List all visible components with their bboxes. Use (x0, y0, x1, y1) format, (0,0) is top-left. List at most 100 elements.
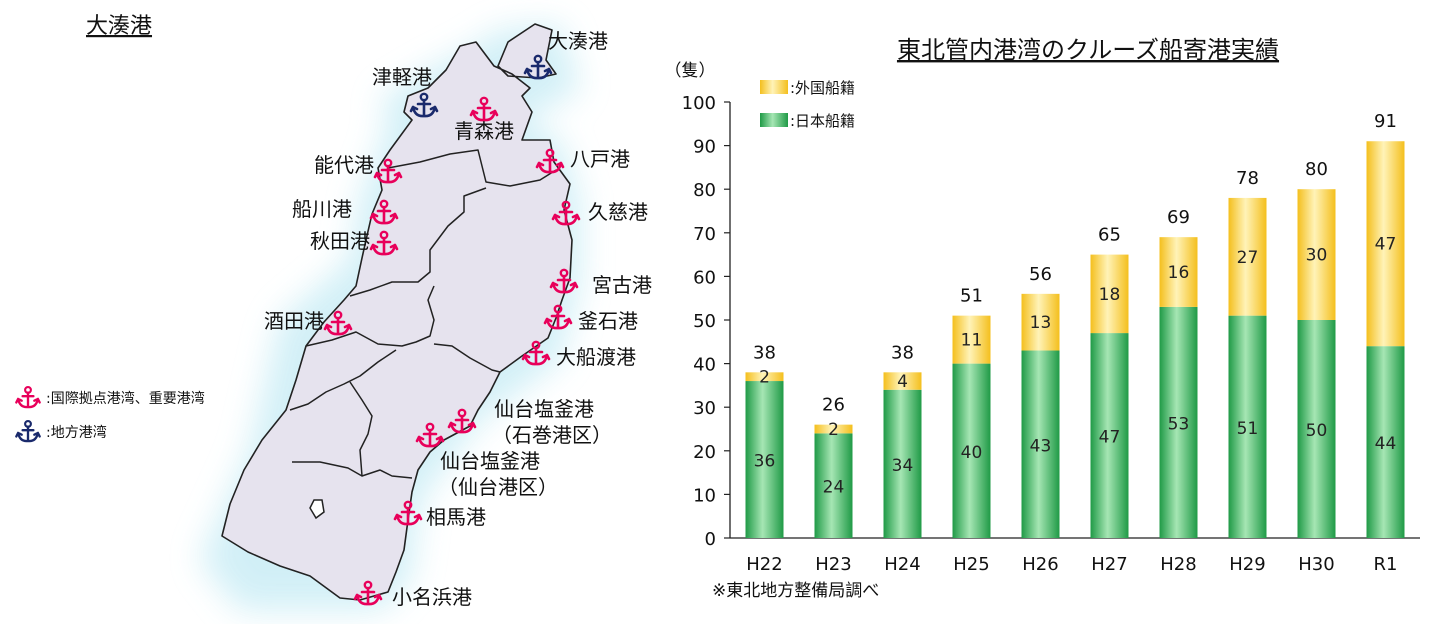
port-marker: 津軽港 (372, 65, 439, 118)
bar-foreign (1021, 293, 1060, 351)
map-legend-label: :地方港湾 (46, 424, 107, 441)
data-label-foreign: 30 (1306, 246, 1328, 266)
bar-foreign (1366, 141, 1405, 347)
data-label-japan: 51 (1237, 419, 1259, 439)
anchor-icon (369, 230, 399, 256)
port-marker: 宮古港 (549, 268, 652, 297)
y-tick-label: 70 (693, 224, 716, 245)
anchor-icon (523, 54, 553, 80)
y-tick-label: 20 (693, 442, 716, 463)
anchor-icon (369, 199, 399, 225)
port-label: 釜石港 (578, 309, 638, 333)
port-label: 酒田港 (264, 309, 324, 333)
data-label-foreign: 4 (897, 372, 908, 392)
port-marker: 釜石港 (543, 304, 638, 333)
data-label-japan: 43 (1030, 436, 1052, 456)
port-marker: 青森港 (454, 96, 514, 143)
data-label-foreign: 18 (1099, 285, 1121, 305)
bar-japan (1297, 320, 1336, 538)
bar-japan (1366, 346, 1405, 538)
x-tick-label: H28 (1160, 554, 1196, 575)
bar-japan (745, 381, 784, 538)
data-label-japan: 24 (823, 478, 845, 498)
map-legend: :国際拠点港湾、重要港湾 :地方港湾 (15, 385, 205, 443)
data-label-foreign: 16 (1168, 263, 1190, 283)
data-label-total: 65 (1098, 225, 1121, 246)
bar-japan (814, 433, 853, 538)
data-label-japan: 53 (1168, 414, 1190, 434)
x-tick-label: H25 (953, 554, 989, 575)
y-tick-label: 60 (693, 267, 716, 288)
y-tick-label: 30 (693, 398, 716, 419)
legend-label: :外国船籍 (790, 79, 855, 97)
legend-label: :日本船籍 (790, 112, 855, 130)
anchor-icon (323, 310, 353, 336)
bar-japan (883, 389, 922, 538)
port-label: 船川港 (292, 197, 352, 221)
chart-legend-item: :外国船籍 (760, 79, 855, 97)
map-legend-item: :国際拠点港湾、重要港湾 (15, 385, 205, 409)
anchor-icon (543, 304, 573, 330)
x-tick-label: H24 (884, 554, 920, 575)
port-label: （仙台港区） (438, 475, 558, 499)
map-legend-item: :地方港湾 (15, 419, 107, 443)
port-label: （石巻港区） (492, 423, 612, 447)
anchor-icon (409, 92, 439, 118)
bar-foreign (1228, 197, 1267, 316)
y-tick-label: 40 (693, 355, 716, 376)
port-marker: 船川港 (292, 197, 399, 225)
legend-swatch (760, 80, 788, 94)
port-label: 大船渡港 (556, 345, 636, 369)
port-marker: 相馬港 (393, 500, 486, 529)
y-tick-label: 0 (705, 529, 716, 550)
bar-foreign (1090, 254, 1129, 334)
bar-japan (1090, 333, 1129, 538)
chart-legend: :外国船籍 :日本船籍 (760, 79, 855, 130)
y-tick-label: 50 (693, 311, 716, 332)
x-tick-label: H22 (746, 554, 782, 575)
port-label: 八戸港 (570, 147, 630, 171)
port-label: 仙台塩釜港 (440, 449, 540, 473)
data-label-total: 78 (1236, 168, 1259, 189)
data-label-japan: 50 (1306, 421, 1328, 441)
port-label: 仙台塩釜港 (494, 397, 594, 421)
port-label: 久慈港 (588, 200, 648, 224)
data-label-foreign: 2 (759, 368, 770, 388)
anchor-icon (15, 385, 41, 409)
data-label-total: 56 (1029, 264, 1052, 285)
anchor-icon (551, 200, 581, 226)
port-marker: 仙台塩釜港 (447, 397, 594, 434)
bar-foreign (1159, 237, 1198, 307)
port-marker: 仙台塩釜港 (415, 422, 540, 473)
legend-swatch (760, 113, 788, 127)
data-label-japan: 40 (961, 443, 983, 463)
x-tick-label: H30 (1298, 554, 1334, 575)
data-label-total: 51 (960, 286, 983, 307)
port-marker: 能代港 (314, 153, 403, 184)
port-marker: （石巻港区） (492, 423, 612, 447)
bar-foreign (1297, 189, 1336, 320)
data-label-total: 69 (1167, 207, 1190, 228)
tohoku-map (200, 23, 580, 610)
x-tick-label: H27 (1091, 554, 1127, 575)
bar-foreign (952, 315, 991, 364)
data-label-foreign: 27 (1237, 248, 1259, 268)
chart-legend-item: :日本船籍 (760, 112, 855, 130)
chart-title: 東北管内港湾のクルーズ船寄港実績 (897, 36, 1279, 64)
anchor-icon (549, 268, 579, 294)
y-axis-unit: （隻） (665, 61, 716, 81)
anchor-icon (373, 158, 403, 184)
anchor-icon (535, 148, 565, 174)
data-label-foreign: 47 (1375, 235, 1397, 255)
anchor-icon (415, 422, 445, 448)
port-marker: 小名浜港 (353, 580, 472, 609)
anchor-icon (353, 580, 383, 606)
y-tick-label: 10 (693, 485, 716, 506)
bar-foreign (883, 372, 922, 390)
port-label: 小名浜港 (392, 585, 472, 609)
anchor-icon (469, 96, 499, 122)
bar-foreign (814, 424, 853, 434)
port-marker: （仙台港区） (438, 475, 558, 499)
anchor-icon (447, 408, 477, 434)
bar-japan (952, 363, 991, 538)
